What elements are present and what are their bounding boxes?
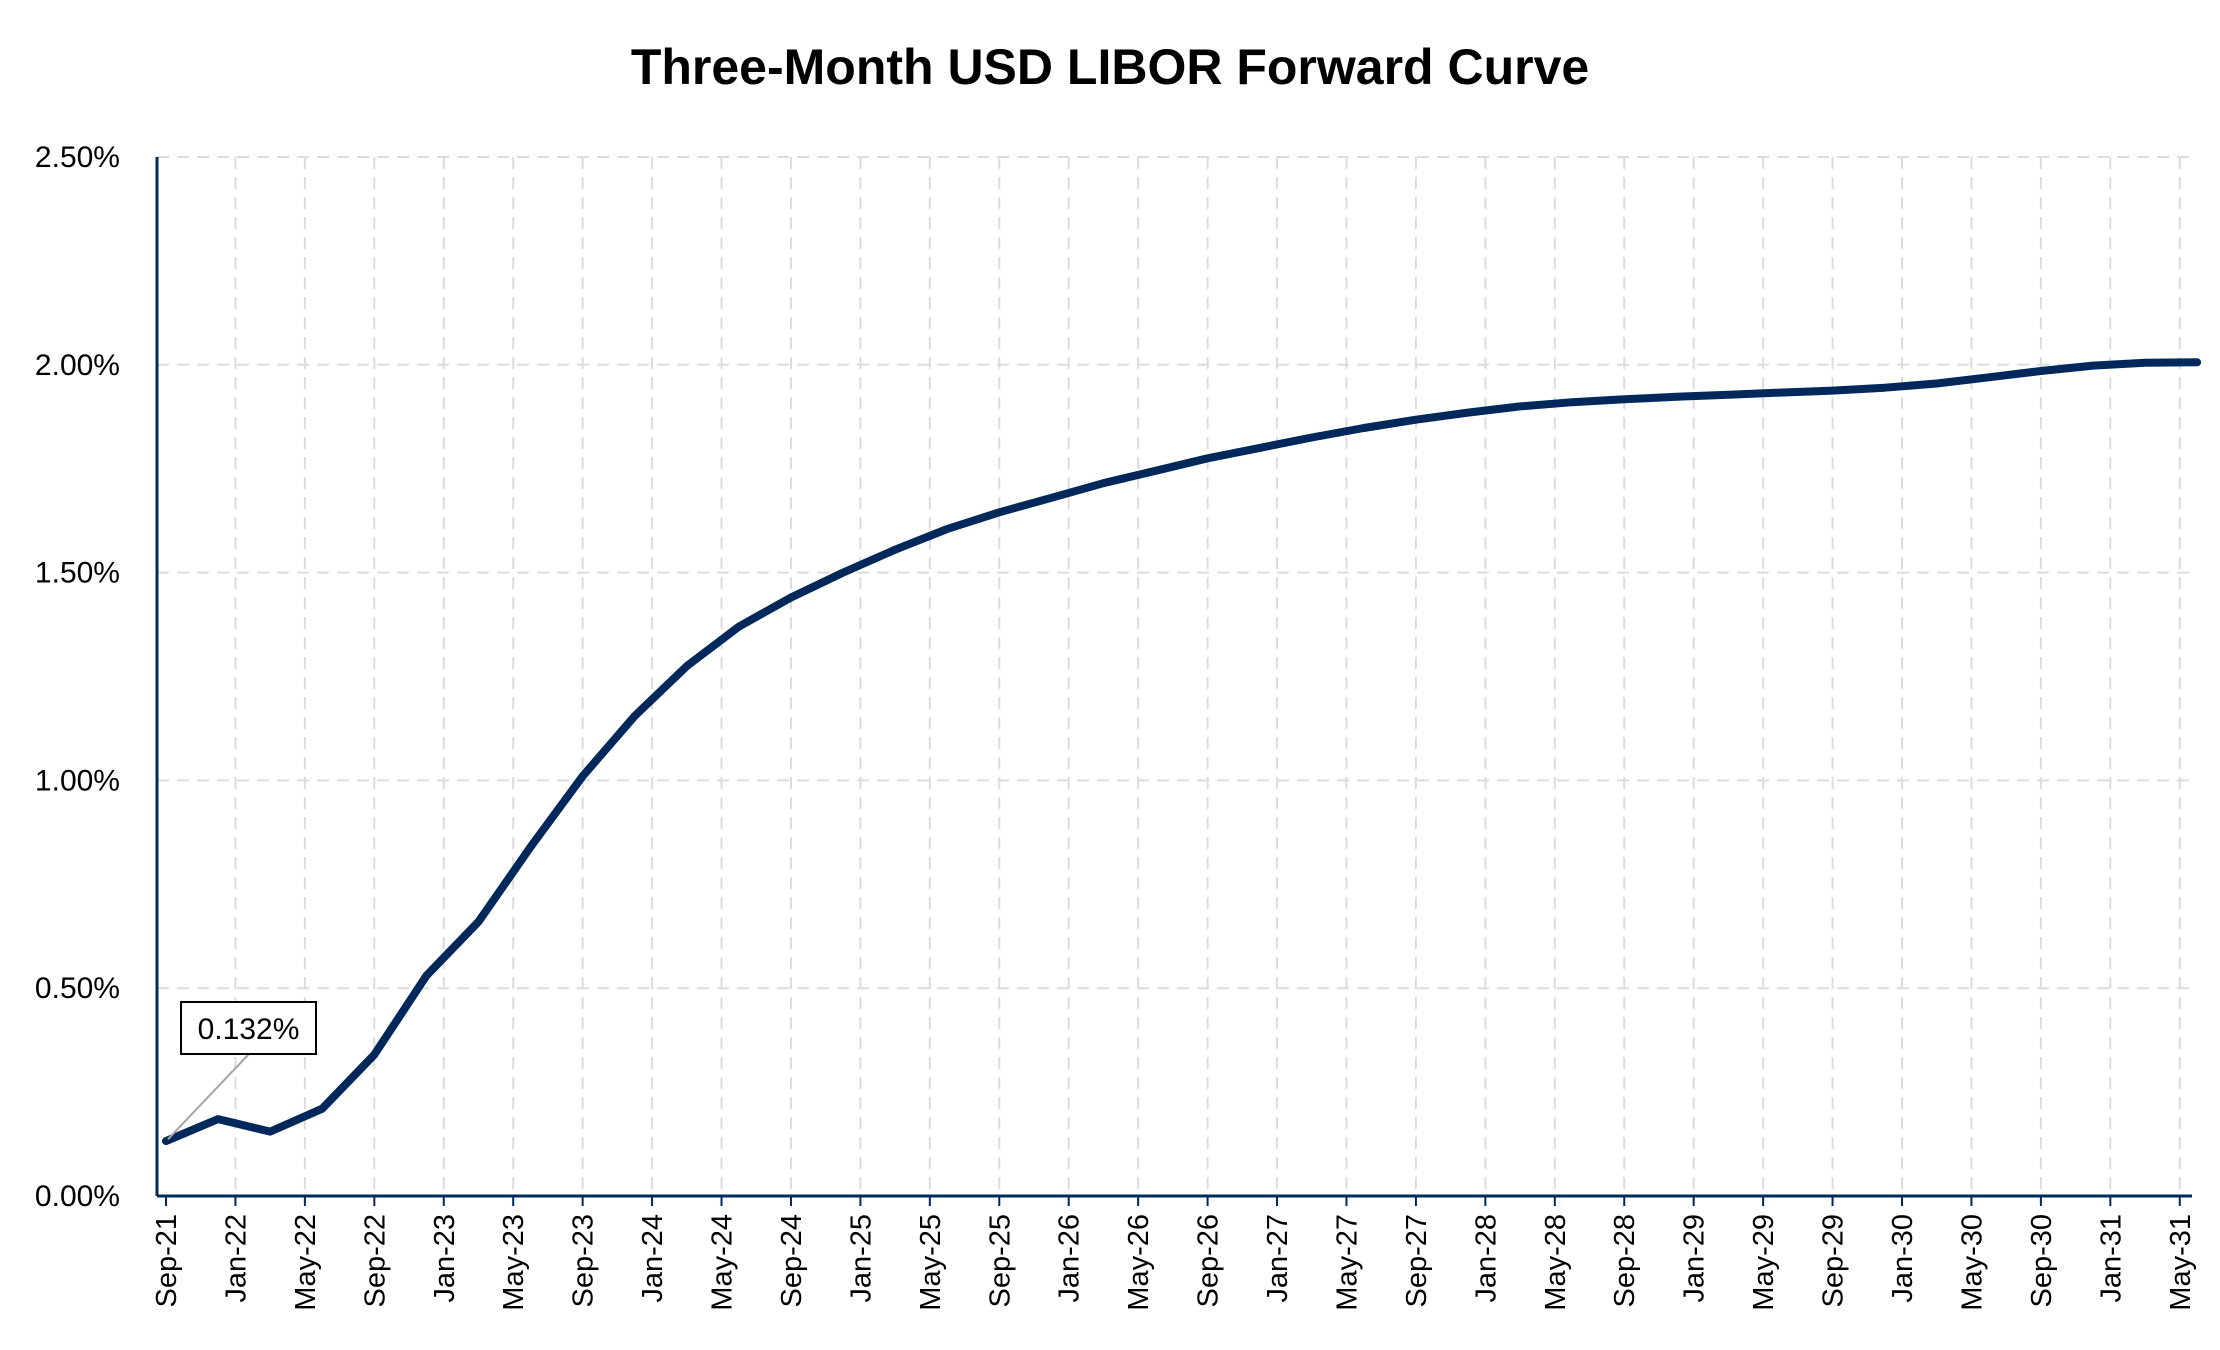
- x-tick-label: May-29: [1748, 1214, 1780, 1311]
- x-tick-label: May-25: [915, 1214, 947, 1311]
- chart-title: Three-Month USD LIBOR Forward Curve: [630, 39, 1590, 95]
- x-tick-label: May-30: [1956, 1214, 1988, 1311]
- axes: [155, 157, 2192, 1206]
- x-tick-label: Jan-29: [1679, 1214, 1711, 1303]
- callout-label: 0.132%: [198, 1013, 300, 1046]
- series-line: [162, 358, 2202, 1146]
- y-tick-label: 1.00%: [35, 764, 120, 797]
- x-tick-label: Jan-31: [2095, 1214, 2127, 1303]
- callout-leader-line: [167, 1053, 250, 1140]
- x-tick-label: Jan-24: [637, 1214, 669, 1303]
- x-tick-label: May-31: [2165, 1214, 2197, 1311]
- x-tick-label: Jan-22: [220, 1214, 252, 1303]
- x-tick-label: May-24: [707, 1214, 739, 1311]
- x-tick-label: Sep-30: [2026, 1214, 2058, 1308]
- callout-box: [180, 1001, 317, 1055]
- x-tick-label: May-27: [1331, 1214, 1363, 1311]
- x-tick-label: Jan-28: [1470, 1214, 1502, 1303]
- x-tick-label: Sep-25: [984, 1214, 1016, 1308]
- x-tick-label: May-23: [498, 1214, 530, 1311]
- series-layer: [162, 358, 2202, 1146]
- x-tick-label: Jan-27: [1262, 1214, 1294, 1303]
- x-tick-label: Sep-29: [1818, 1214, 1850, 1308]
- x-tick-label: Jan-26: [1054, 1214, 1086, 1303]
- x-tick-label: Jan-25: [845, 1214, 877, 1303]
- annotation-layer: 0.132%: [167, 1001, 317, 1140]
- x-tick-label: Jan-23: [429, 1214, 461, 1303]
- y-tick-label: 2.00%: [35, 349, 120, 382]
- x-tick-label: Sep-21: [151, 1214, 183, 1308]
- x-tick-label: Sep-23: [568, 1214, 600, 1308]
- x-tick-label: Sep-28: [1609, 1214, 1641, 1308]
- x-tick-label: Sep-26: [1193, 1214, 1225, 1308]
- x-tick-labels: Sep-21 Jan-22 May-22 Sep-22 Jan-23 May-23 Sep-…: [151, 1214, 2197, 1311]
- y-tick-labels: 0.00% 0.50% 1.00% 1.50% 2.00% 2.50%: [35, 141, 120, 1213]
- x-tick-label: Jan-30: [1887, 1214, 1919, 1303]
- x-tick-label: May-22: [290, 1214, 322, 1311]
- y-tick-label: 1.50%: [35, 557, 120, 590]
- x-tick-label: Sep-24: [776, 1214, 808, 1308]
- gridlines: [157, 156, 2192, 1196]
- x-tick-label: Sep-27: [1401, 1214, 1433, 1308]
- y-tick-label: 0.00%: [35, 1180, 120, 1213]
- y-tick-label: 0.50%: [35, 972, 120, 1005]
- x-tick-label: Sep-22: [359, 1214, 391, 1308]
- y-tick-label: 2.50%: [35, 141, 120, 174]
- x-tick-label: May-26: [1123, 1214, 1155, 1311]
- x-tick-label: May-28: [1540, 1214, 1572, 1311]
